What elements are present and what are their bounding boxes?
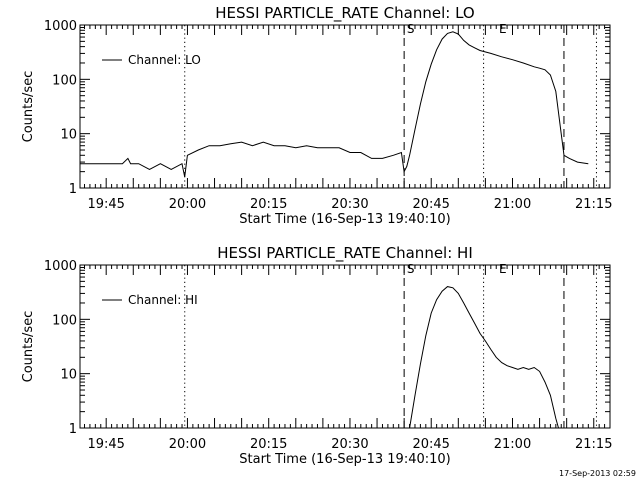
x-tick-label: 21:00 — [494, 437, 531, 452]
plot-frame — [79, 24, 611, 189]
y-tick-label: 1000 — [44, 19, 77, 34]
x-axis-label: Start Time (16-Sep-13 19:40:10) — [239, 212, 450, 227]
y-tick-label: 1000 — [44, 259, 77, 274]
x-tick-label: 20:15 — [250, 437, 287, 452]
timestamp: 17-Sep-2013 02:59 — [559, 469, 636, 478]
flag-label-s: S — [407, 22, 415, 36]
x-tick-label: 19:45 — [87, 197, 124, 212]
y-tick-label: 100 — [52, 313, 77, 328]
series-line-channel-hi — [409, 286, 559, 429]
plot-frame — [79, 264, 611, 429]
y-axis-label: Counts/sec — [21, 311, 36, 383]
x-tick-label: 21:00 — [494, 197, 531, 212]
flag-label-e: E — [499, 22, 507, 36]
y-tick-label: 100 — [52, 73, 77, 88]
flag-label-e: E — [499, 262, 507, 276]
x-tick-label: 19:45 — [87, 437, 124, 452]
chart-title: HESSI PARTICLE_RATE Channel: LO — [215, 4, 474, 23]
series-line-channel-lo — [80, 31, 589, 178]
legend-label: Channel: HI — [128, 293, 198, 307]
y-tick-label: 10 — [60, 368, 77, 383]
flag-label-s: S — [407, 262, 415, 276]
x-tick-label: 20:45 — [412, 437, 449, 452]
x-tick-label: 20:30 — [331, 197, 368, 212]
x-tick-label: 20:45 — [412, 197, 449, 212]
x-tick-label: 20:00 — [169, 197, 206, 212]
x-tick-label: 21:15 — [575, 197, 612, 212]
x-tick-label: 20:00 — [169, 437, 206, 452]
y-tick-label: 1 — [69, 422, 77, 437]
y-tick-label: 10 — [60, 128, 77, 143]
chart-title: HESSI PARTICLE_RATE Channel: HI — [217, 244, 473, 263]
x-tick-label: 21:15 — [575, 437, 612, 452]
x-tick-label: 20:30 — [331, 437, 368, 452]
x-axis-label: Start Time (16-Sep-13 19:40:10) — [239, 452, 450, 467]
legend-label: Channel: LO — [128, 53, 201, 67]
y-axis-label: Counts/sec — [21, 71, 36, 143]
y-tick-label: 1 — [69, 182, 77, 197]
x-tick-label: 20:15 — [250, 197, 287, 212]
